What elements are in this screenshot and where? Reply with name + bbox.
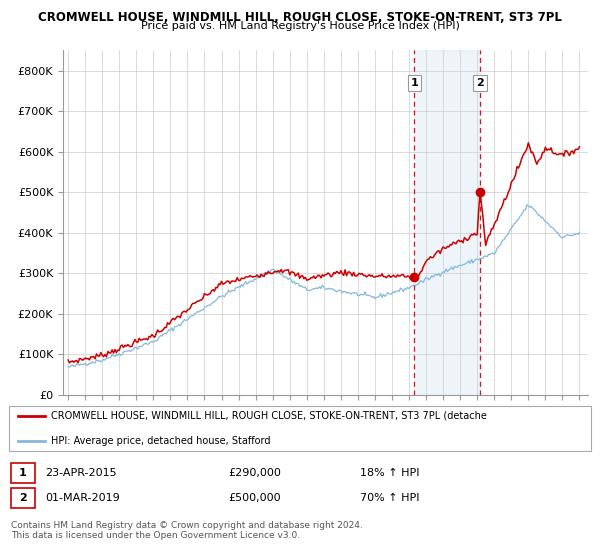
Text: This data is licensed under the Open Government Licence v3.0.: This data is licensed under the Open Gov…	[11, 531, 300, 540]
Text: 1: 1	[410, 78, 418, 88]
Text: 70% ↑ HPI: 70% ↑ HPI	[360, 493, 419, 503]
Text: 2: 2	[19, 493, 26, 503]
Text: HPI: Average price, detached house, Stafford: HPI: Average price, detached house, Staf…	[51, 436, 271, 446]
Text: 1: 1	[19, 468, 26, 478]
Text: 23-APR-2015: 23-APR-2015	[45, 468, 116, 478]
Bar	[415, 50, 480, 395]
Text: Price paid vs. HM Land Registry's House Price Index (HPI): Price paid vs. HM Land Registry's House …	[140, 21, 460, 31]
Text: CROMWELL HOUSE, WINDMILL HILL, ROUGH CLOSE, STOKE-ON-TRENT, ST3 7PL: CROMWELL HOUSE, WINDMILL HILL, ROUGH CLO…	[38, 11, 562, 24]
Text: Contains HM Land Registry data © Crown copyright and database right 2024.: Contains HM Land Registry data © Crown c…	[11, 521, 362, 530]
Text: CROMWELL HOUSE, WINDMILL HILL, ROUGH CLOSE, STOKE-ON-TRENT, ST3 7PL (detache: CROMWELL HOUSE, WINDMILL HILL, ROUGH CLO…	[51, 410, 487, 421]
Text: £500,000: £500,000	[228, 493, 281, 503]
Text: 01-MAR-2019: 01-MAR-2019	[45, 493, 120, 503]
Text: 18% ↑ HPI: 18% ↑ HPI	[360, 468, 419, 478]
Text: £290,000: £290,000	[228, 468, 281, 478]
Text: 2: 2	[476, 78, 484, 88]
